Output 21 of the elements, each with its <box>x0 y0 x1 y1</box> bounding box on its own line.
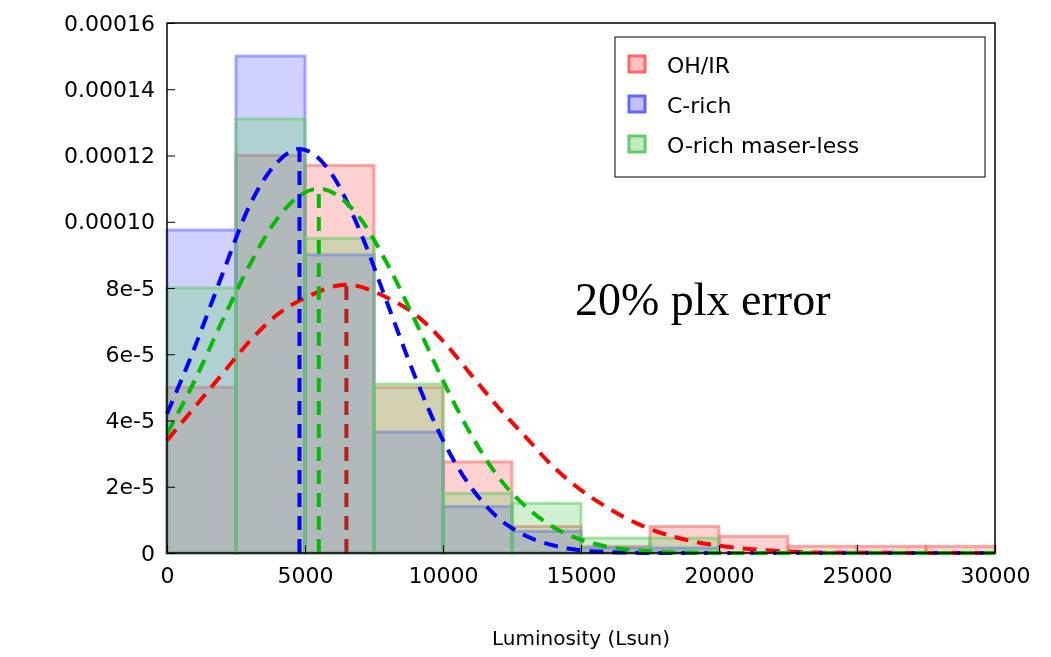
annotation: 20% plx error <box>575 274 831 325</box>
x-tick-label: 10000 <box>408 562 479 588</box>
x-axis-title: Luminosity (Lsun) <box>492 626 670 650</box>
x-tick-label: 30000 <box>960 562 1031 588</box>
y-tick-label: 6e-5 <box>105 341 155 367</box>
y-tick-label: 2e-5 <box>105 474 155 500</box>
y-tick-label: 8e-5 <box>105 275 155 301</box>
legend-label: OH/IR <box>667 53 731 78</box>
y-tick-label: 0.00010 <box>64 209 155 235</box>
y-tick-label: 0.00012 <box>64 143 155 169</box>
x-tick-label: 5000 <box>277 562 334 588</box>
y-tick-label: 0 <box>141 540 155 566</box>
y-tick-label: 0.00016 <box>64 10 155 36</box>
x-tick-label: 15000 <box>546 562 617 588</box>
y-tick-label: 4e-5 <box>105 408 155 434</box>
legend-label: O-rich maser-less <box>667 133 860 158</box>
x-tick-label: 20000 <box>684 562 755 588</box>
x-tick-label: 0 <box>160 562 175 588</box>
legend-label: C-rich <box>667 93 732 118</box>
y-tick-label: 0.00014 <box>64 76 155 102</box>
x-tick-label: 25000 <box>822 562 893 588</box>
